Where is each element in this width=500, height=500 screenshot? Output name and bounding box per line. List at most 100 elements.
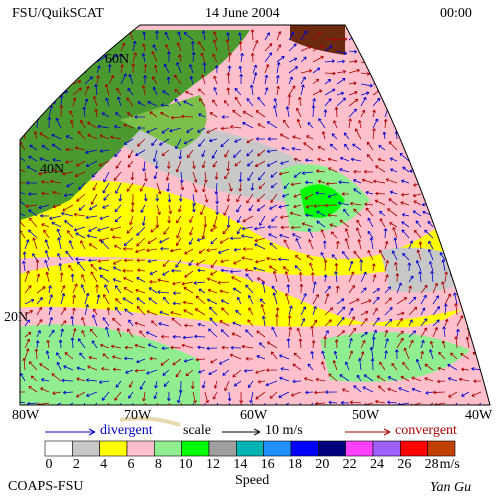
wind-vector [238,182,243,192]
wind-vector [457,225,470,230]
wind-vector [38,171,50,176]
wind-vector [29,217,38,228]
wind-vector [195,295,206,305]
wind-vector [77,338,86,349]
colorbar-cell [236,440,264,457]
wind-vector [401,213,410,217]
wind-vector [105,28,110,41]
wind-vector [372,61,383,66]
wind-vector [43,229,50,239]
wind-vector [293,193,302,198]
wind-vector [84,85,90,96]
wind-vector [141,53,146,63]
wind-vector [171,268,182,273]
wind-vector [461,204,470,211]
wind-vector [378,249,386,261]
wind-vector [72,80,82,85]
wind-vector [168,204,173,214]
wind-vector [198,369,206,374]
wind-vector [136,258,146,263]
wind-vector [114,306,122,316]
wind-vector [176,215,182,224]
wind-vector [384,297,392,305]
wind-vector [135,248,146,254]
wind-vector [236,226,242,235]
wind-vector [196,237,206,242]
wind-vector [264,32,270,41]
wind-vector [336,59,345,64]
wind-vector [75,391,86,398]
wind-vector [160,246,170,251]
wind-vector [88,226,98,232]
wind-vector [22,260,26,272]
wind-vector [353,179,362,184]
wind-vector [23,119,28,129]
wind-vector [408,285,413,294]
wind-vector [300,76,306,85]
wind-vector [479,32,483,41]
wind-vector [49,215,62,220]
wind-vector [420,318,428,327]
wind-vector [420,294,427,305]
wind-vector [38,204,50,210]
wind-vector [156,204,161,215]
wind-vector [336,69,347,74]
wind-vector [36,297,43,305]
colorbar-cell [99,440,128,457]
wind-vector [474,171,482,183]
wind-vector [379,210,386,217]
lon-label: 50W [352,408,380,423]
wind-vector [462,182,470,192]
wind-vector [471,367,482,371]
wind-vector [315,191,326,195]
wind-vector [434,158,446,163]
wind-vector [20,166,26,173]
wind-vector [176,42,182,52]
wind-vector [432,45,444,52]
wind-vector [212,99,218,107]
wind-vector [130,204,135,213]
wind-vector [94,108,99,118]
wind-vector [388,198,398,206]
wind-vector [300,30,308,41]
wind-vector [247,171,254,181]
wind-vector [184,248,194,255]
wind-vector [324,88,336,96]
wind-vector [86,391,98,397]
wind-vector [420,81,432,86]
wind-vector [36,91,46,96]
wind-vector [181,343,194,349]
wind-vector [461,193,470,201]
wind-vector [301,171,314,175]
wind-vector [316,169,326,174]
wind-vector [234,138,242,143]
wind-vector [126,226,134,234]
wind-vector [408,339,414,349]
wind-vector [365,207,374,217]
wind-vector [116,327,122,338]
wind-vector [294,265,302,272]
map [20,25,490,405]
wind-vector [36,35,46,41]
wind-vector [411,376,422,382]
wind-vector [174,98,182,107]
wind-vector [232,369,242,378]
wind-vector [399,152,410,162]
wind-vector [392,226,398,239]
wind-vector [243,369,254,373]
wind-vector [460,353,470,360]
wind-vector [459,252,470,261]
wind-vector [72,44,79,52]
wind-vector [29,144,38,151]
wind-vector [278,171,290,176]
wind-vector [63,193,74,198]
wind-vector [100,240,110,250]
wind-vector [221,307,230,316]
wind-vector [449,223,458,228]
wind-vector [86,234,98,239]
wind-vector [307,363,314,371]
wind-vector [372,317,380,327]
wind-vector [92,96,98,107]
colorbar-cell [154,440,182,457]
wind-vector [294,255,302,261]
